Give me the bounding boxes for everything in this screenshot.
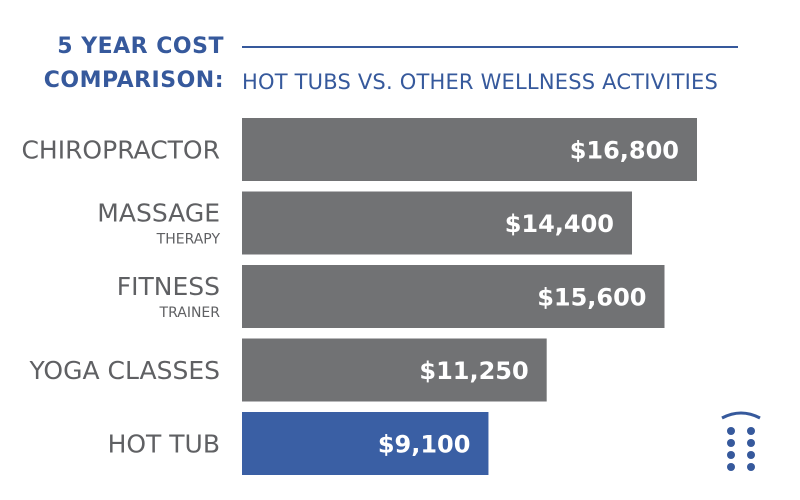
title-rule	[242, 46, 738, 48]
value-label-2: $15,600	[537, 284, 646, 312]
category-label-4: HOT TUB	[108, 430, 220, 459]
bar-3	[242, 338, 547, 402]
category-label-0: CHIROPRACTOR	[21, 136, 220, 165]
bar-4	[242, 412, 489, 475]
value-label-1: $14,400	[505, 210, 614, 238]
hot-tub-jets-icon	[721, 411, 761, 471]
chart-title-line-2: COMPARISON:	[43, 68, 224, 93]
bar-1	[242, 191, 632, 255]
chart-subtitle: HOT TUBS VS. OTHER WELLNESS ACTIVITIES	[242, 70, 718, 94]
value-label-3: $11,250	[419, 357, 528, 385]
category-sublabel-2: TRAINER	[159, 305, 221, 321]
category-label-3: YOGA CLASSES	[29, 356, 220, 385]
value-label-4: $9,100	[378, 431, 471, 459]
logo-arc	[721, 411, 761, 420]
logo-dots	[727, 427, 755, 471]
category-label-1: MASSAGE	[97, 199, 220, 228]
value-label-0: $16,800	[570, 137, 679, 165]
chart-title-line-1: 5 YEAR COST	[57, 34, 224, 59]
bar-2	[242, 265, 665, 328]
bar-0	[242, 118, 697, 181]
category-label-2: FITNESS	[117, 272, 220, 301]
category-sublabel-1: THERAPY	[156, 232, 221, 248]
chart-header: 5 YEAR COST COMPARISON: HOT TUBS VS. OTH…	[0, 0, 800, 110]
